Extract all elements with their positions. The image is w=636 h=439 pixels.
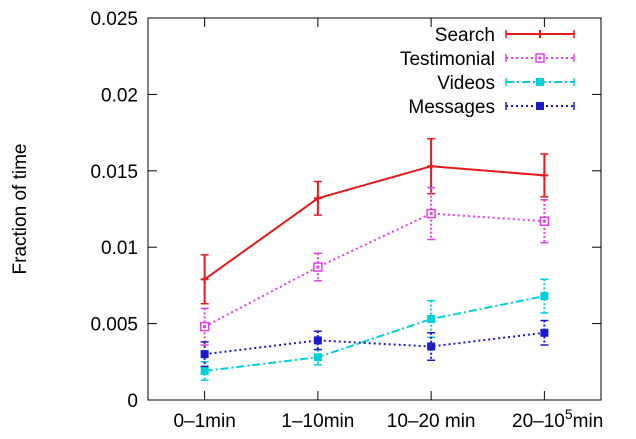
- point-videos-marker: [313, 353, 322, 362]
- y-tick-label: 0.015: [90, 162, 138, 183]
- legend-item-videos: Videos: [437, 73, 575, 94]
- legend-messages-marker: [536, 102, 544, 110]
- point-videos-marker: [540, 292, 549, 301]
- y-ticks: 0 0.005 0.01 0.015 0.02 0.025: [90, 9, 601, 412]
- legend-label-messages: Messages: [408, 97, 495, 118]
- y-tick-label: 0.02: [101, 85, 138, 106]
- y-tick-label: 0.005: [90, 315, 138, 336]
- point-messages-marker: [427, 342, 436, 351]
- x-tick-label: 20–105min: [512, 406, 603, 432]
- legend-testimonial-marker-dot: [538, 56, 542, 60]
- point-testimonial-marker-dot: [429, 212, 433, 216]
- y-axis-title-group: Fraction of time: [10, 144, 31, 275]
- y-tick-label: 0.025: [90, 9, 138, 30]
- point-messages-marker: [313, 336, 322, 345]
- series-line-messages: [204, 331, 545, 356]
- legend-videos-marker: [536, 78, 544, 86]
- series-messages: [200, 319, 549, 368]
- y-tick-label: 0: [127, 391, 138, 412]
- series-layer: [199, 137, 550, 381]
- point-videos-marker: [200, 366, 209, 375]
- legend-label-search: Search: [435, 25, 495, 46]
- x-tick-label: 1–10min: [281, 411, 354, 432]
- point-messages-marker: [540, 328, 549, 337]
- point-testimonial-marker-dot: [316, 265, 320, 269]
- series-line-testimonial: [204, 212, 545, 328]
- series-line-videos: [204, 295, 545, 372]
- x-tick-label: 10–20 min: [387, 411, 476, 432]
- point-testimonial-marker-dot: [203, 325, 207, 329]
- point-messages-marker: [200, 350, 209, 359]
- series-videos: [200, 278, 549, 381]
- series-line-search: [204, 165, 545, 281]
- axes: [147, 17, 602, 401]
- x-tick-label: 0–1min: [173, 411, 235, 432]
- y-axis-title: Fraction of time: [10, 144, 31, 275]
- legend-item-testimonial: Testimonial: [400, 49, 575, 70]
- point-videos-marker: [427, 315, 436, 324]
- series-testimonial: [199, 186, 550, 346]
- plot-frame: [147, 17, 602, 401]
- legend-item-messages: Messages: [408, 97, 575, 118]
- x-ticks: 0–1min 1–10min 10–20 min 20–105min: [173, 18, 603, 432]
- legend: Search Testimonial Videos Messages: [400, 25, 575, 118]
- point-testimonial-marker-dot: [542, 219, 546, 223]
- legend-label-testimonial: Testimonial: [400, 49, 495, 70]
- series-search: [200, 137, 549, 305]
- legend-item-search: Search: [435, 25, 575, 46]
- y-tick-label: 0.01: [101, 238, 138, 259]
- legend-label-videos: Videos: [437, 73, 495, 94]
